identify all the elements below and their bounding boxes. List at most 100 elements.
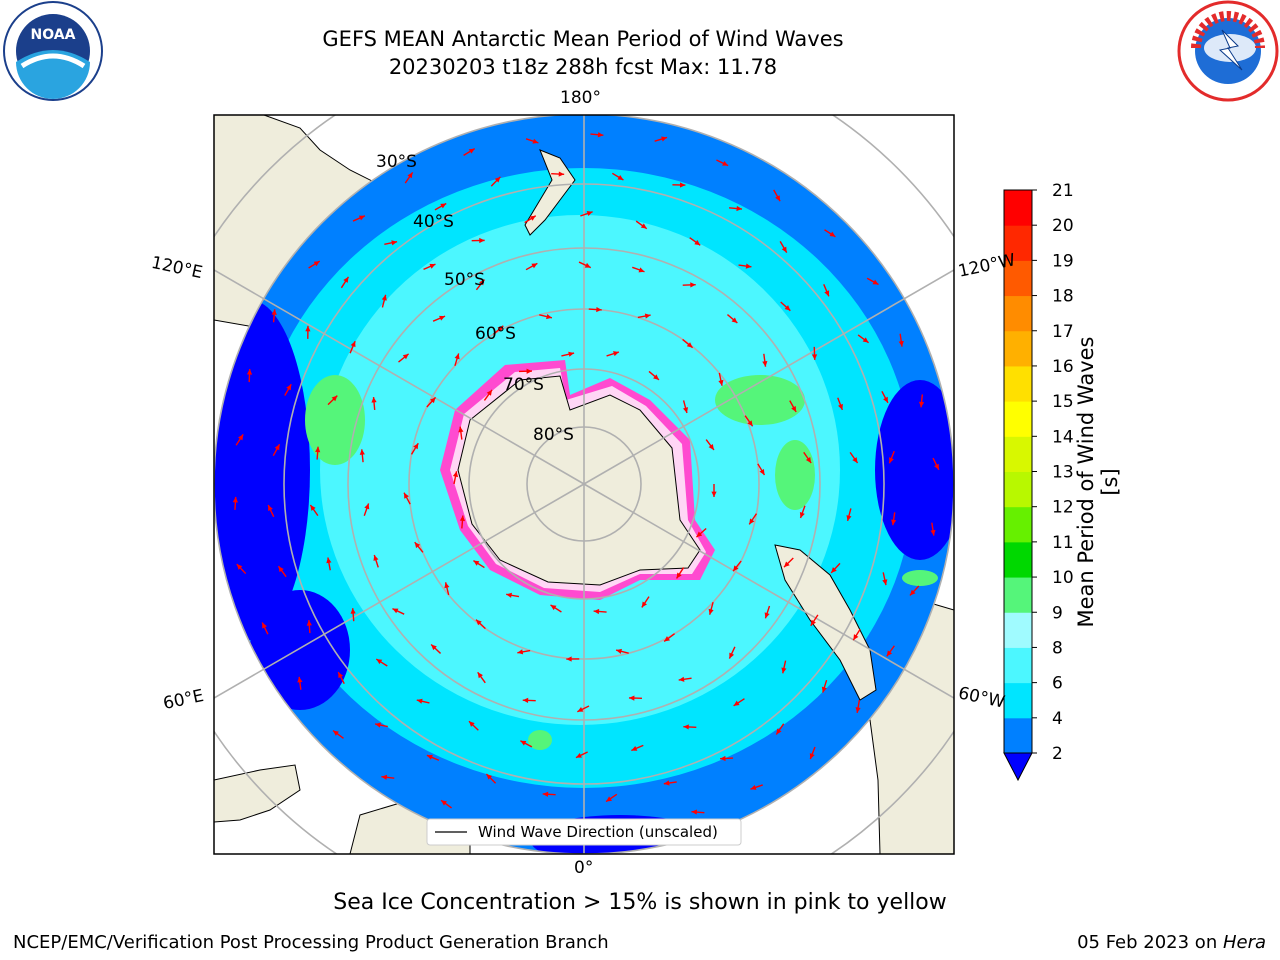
- wind-arrow-head: [663, 780, 670, 786]
- wind-arrow-head: [568, 351, 575, 357]
- wind-arrow-head: [402, 353, 409, 360]
- lat-label-50s: 50°S: [444, 270, 485, 290]
- wind-arrow-head: [373, 554, 379, 561]
- wind-arrow-head: [846, 515, 852, 521]
- wind-arrow-head: [391, 240, 398, 246]
- wind-arrow-head: [934, 463, 939, 470]
- map-frame: [213, 114, 955, 855]
- wind-arrow-head: [708, 444, 714, 450]
- map-legend: Wind Wave Direction (unscaled): [426, 818, 742, 846]
- colorbar-tick-label: 16: [1052, 357, 1074, 377]
- wind-arrow-head: [593, 608, 600, 615]
- wind-arrow-head: [246, 369, 253, 375]
- wind-arrow-head: [691, 809, 698, 815]
- wind-arrow-head: [882, 579, 888, 586]
- wind-arrow-head: [762, 361, 768, 367]
- wind-arrow-head: [416, 698, 423, 704]
- colorbar-tick-label: 19: [1052, 251, 1074, 271]
- wind-arrow-head: [613, 351, 619, 357]
- nws-logo: [1177, 0, 1279, 102]
- colorbar-segment: [1004, 682, 1032, 719]
- colorbar-segment: [1004, 365, 1032, 402]
- wind-arrow-head: [333, 730, 339, 736]
- wind-arrow-head: [628, 695, 635, 701]
- wind-arrow-head: [430, 397, 436, 404]
- wind-arrow-head: [853, 634, 859, 641]
- wind-arrow-head: [440, 203, 447, 209]
- wind-arrow-head: [414, 542, 421, 549]
- lat-label-30s: 30°S: [376, 152, 417, 172]
- graticule: [214, 115, 954, 854]
- wind-arrow-head: [476, 619, 482, 626]
- lat-label-60s: 60°S: [475, 324, 516, 344]
- wind-arrow-head: [889, 457, 894, 464]
- wind-arrow-head: [759, 469, 765, 475]
- wind-arrow-head: [310, 504, 316, 511]
- lat-label-70s: 70°S: [503, 375, 544, 395]
- wind-arrow-head: [486, 389, 493, 396]
- wind-arrow-head: [268, 505, 273, 512]
- wind-arrow-head: [722, 160, 729, 166]
- chart-title: GEFS MEAN Antarctic Mean Period of Wind …: [322, 27, 844, 51]
- colorbar-tick-label: 6: [1052, 674, 1063, 694]
- footer-producer: NCEP/EMC/Verification Post Processing Pr…: [13, 932, 609, 953]
- wind-arrow-head: [731, 317, 738, 323]
- colorbar-tick-label: 15: [1052, 392, 1074, 412]
- wind-arrow-head: [775, 195, 781, 202]
- wind-arrow-head: [683, 724, 689, 730]
- wind-arrow-head: [708, 608, 714, 615]
- wind-arrow-head: [747, 420, 753, 427]
- wind-arrow-head: [238, 434, 244, 441]
- wind-arrow-head: [426, 754, 433, 760]
- wind-arrow-head: [271, 309, 277, 315]
- colorbar-tick-label: 11: [1052, 533, 1074, 553]
- wind-arrow-head: [584, 262, 591, 268]
- noaa-logo: NOAA: [3, 1, 103, 101]
- wind-arrow-head: [550, 604, 557, 611]
- wind-arrow-head: [711, 491, 717, 497]
- wind-arrow-head: [546, 314, 552, 320]
- lat-label-40s: 40°S: [413, 212, 454, 232]
- wind-arrow-head: [343, 276, 349, 283]
- wind-arrow-head: [736, 205, 743, 212]
- wind-arrow-head: [718, 379, 724, 386]
- colorbar-segment: [1004, 436, 1032, 472]
- wind-arrow-head: [326, 557, 332, 564]
- wind-arrow-head: [558, 171, 565, 177]
- wind-arrow-head: [784, 561, 790, 568]
- colorbar-segment: [1004, 225, 1032, 261]
- wind-arrow-head: [596, 306, 602, 313]
- wind-arrow-head: [486, 774, 493, 780]
- lon-label-180: 180°: [560, 88, 601, 108]
- wind-arrow-head: [473, 560, 480, 566]
- wind-arrow-head: [404, 492, 409, 499]
- wind-arrow-head: [441, 800, 447, 806]
- wind-arrow-head: [392, 608, 399, 614]
- wind-arrow-head: [883, 396, 888, 403]
- colorbar-segment: [1004, 506, 1032, 543]
- colorbar-segment: [1004, 717, 1032, 754]
- footer-host: Hera: [1222, 932, 1266, 953]
- wind-arrow-head: [407, 172, 413, 179]
- wind-arrow-head: [331, 395, 338, 402]
- wind-arrow-head: [358, 215, 365, 221]
- colorbar-tick-label: 12: [1052, 498, 1074, 518]
- wind-arrow-head: [338, 672, 344, 679]
- colorbar-tick-label: 8: [1052, 638, 1063, 658]
- wind-arrow-head: [809, 753, 815, 760]
- footer-date: 05 Feb 2023 on Hera: [1077, 932, 1266, 953]
- colorbar-tick-label: 18: [1052, 287, 1074, 307]
- wind-arrow-head: [381, 774, 388, 780]
- footer-date-text: 05 Feb 2023 on: [1077, 932, 1223, 953]
- wind-arrow-head: [918, 401, 925, 408]
- wind-arrow-head: [454, 353, 460, 360]
- wind-arrow-head: [838, 403, 843, 410]
- sea-ice-note: Sea Ice Concentration > 15% is shown in …: [333, 890, 947, 915]
- wind-arrow-head: [799, 512, 805, 519]
- colorbar-segment: [1004, 541, 1032, 578]
- wind-arrow-head: [616, 648, 622, 654]
- colorbar: 2 4 6 8 9 10 11 12 13 14 15 16 17 18 19 20 21: [1003, 181, 1074, 782]
- wind-arrow-head: [631, 745, 638, 751]
- wind-arrow-head: [468, 721, 475, 727]
- wind-arrow-head: [617, 174, 624, 181]
